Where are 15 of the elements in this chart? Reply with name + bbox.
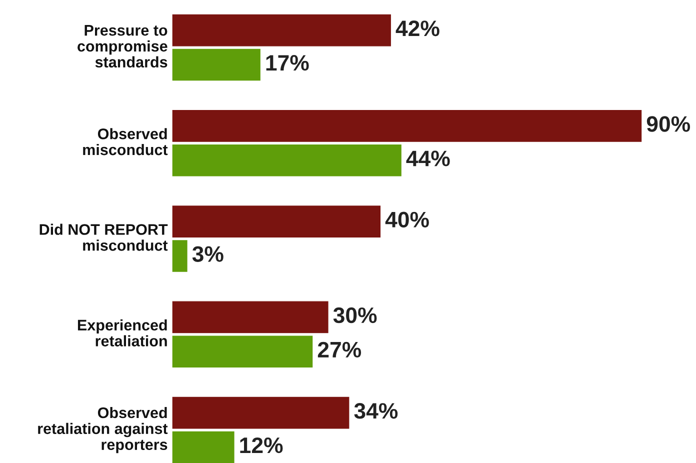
data-label: 12% [240,437,283,454]
data-label: 90% [646,116,690,132]
data-label: 42% [396,20,440,36]
data-label: 44% [406,150,450,166]
data-label: 40% [385,212,429,228]
y-tick-label: Observed retaliation against reporters [38,406,168,454]
y-tick-label: Observed misconduct [83,128,168,156]
data-label: 3% [192,246,224,262]
data-label: 27% [318,342,362,358]
data-label: 17% [266,55,309,71]
y-tick-label: Experienced retaliation [78,319,167,346]
y-tick-label: Did NOT REPORT misconduct [40,224,168,251]
data-label: 34% [354,403,398,419]
data-label: 30% [333,307,377,324]
y-tick-label: Pressure to compromise standards [78,25,168,68]
